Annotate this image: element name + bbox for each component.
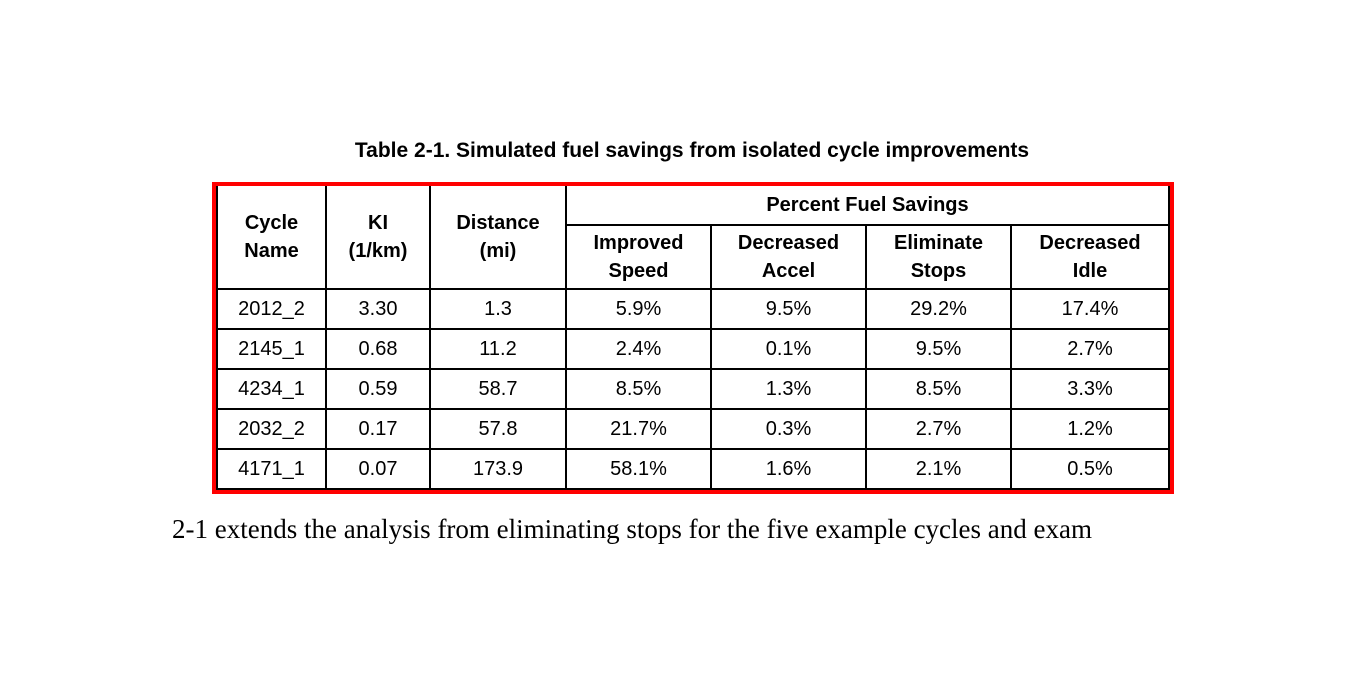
- header-line-2: (mi): [479, 240, 517, 262]
- table-cell: 1.2%: [1010, 408, 1170, 450]
- table-cell: 2.7%: [865, 408, 1012, 450]
- table-cell: 2.7%: [1010, 328, 1170, 370]
- header-line-2: Name: [244, 240, 299, 262]
- table-cell: 57.8: [429, 408, 567, 450]
- table-cell: 58.7: [429, 368, 567, 410]
- header-cell-cycle-name: Cycle Name: [216, 186, 327, 290]
- subheader-cell-eliminate-stops: Eliminate Stops: [865, 224, 1012, 290]
- header-line-1: KI: [368, 212, 388, 234]
- table-cell: 0.59: [325, 368, 431, 410]
- table-cell: 21.7%: [565, 408, 712, 450]
- header-line-1: Distance: [456, 212, 540, 234]
- table-cell: 17.4%: [1010, 288, 1170, 330]
- header-row-group: Cycle Name KI (1/km) Distance (mi) Perce…: [216, 186, 1170, 290]
- header-line-2: Accel: [761, 260, 816, 282]
- table-cell: 4171_1: [216, 448, 327, 490]
- table-cell: 3.30: [325, 288, 431, 330]
- data-table: Cycle Name KI (1/km) Distance (mi) Perce…: [216, 186, 1170, 490]
- table-cell: 2032_2: [216, 408, 327, 450]
- table-cell: 11.2: [429, 328, 567, 370]
- table-cell: 4234_1: [216, 368, 327, 410]
- table-cell: 8.5%: [565, 368, 712, 410]
- table-cell: 58.1%: [565, 448, 712, 490]
- header-row-sub: Improved Speed Decreased Accel Eliminate…: [217, 224, 1170, 290]
- table-row: 4234_1 0.59 58.7 8.5% 1.3% 8.5% 3.3%: [216, 368, 1170, 410]
- table-cell: 0.1%: [710, 328, 867, 370]
- header-line-2: Speed: [608, 260, 669, 282]
- table-cell: 1.3: [429, 288, 567, 330]
- table-cell: 0.17: [325, 408, 431, 450]
- header-line-1: Improved: [593, 232, 684, 254]
- table-cell: 9.5%: [865, 328, 1012, 370]
- table-cell: 9.5%: [710, 288, 867, 330]
- header-cell-distance: Distance (mi): [429, 186, 567, 290]
- header-line-1: Decreased: [737, 232, 840, 254]
- header-line-2: Idle: [1072, 260, 1108, 282]
- table-cell: 3.3%: [1010, 368, 1170, 410]
- table-cell: 2145_1: [216, 328, 327, 370]
- table-cell: 2.1%: [865, 448, 1012, 490]
- header-line-1: Cycle: [244, 212, 299, 234]
- table-cell: 2.4%: [565, 328, 712, 370]
- table-cell: 0.5%: [1010, 448, 1170, 490]
- table-caption: Table 2-1. Simulated fuel savings from i…: [354, 139, 1030, 162]
- table-row: 2032_2 0.17 57.8 21.7% 0.3% 2.7% 1.2%: [216, 408, 1170, 450]
- table-cell: 0.68: [325, 328, 431, 370]
- table-cell: 2012_2: [216, 288, 327, 330]
- table-cell: 8.5%: [865, 368, 1012, 410]
- subheader-cell-decreased-accel: Decreased Accel: [710, 224, 867, 290]
- table-cell: 1.6%: [710, 448, 867, 490]
- header-line-1: Eliminate: [894, 232, 983, 254]
- table-cell: 5.9%: [565, 288, 712, 330]
- header-line-1: Decreased: [1039, 232, 1141, 254]
- table-row: 2145_1 0.68 11.2 2.4% 0.1% 9.5% 2.7%: [216, 328, 1170, 370]
- table-cell: 0.3%: [710, 408, 867, 450]
- table-cell: 1.3%: [710, 368, 867, 410]
- table-cell: 0.07: [325, 448, 431, 490]
- header-line-2: Stops: [910, 260, 967, 282]
- table-row: 2012_2 3.30 1.3 5.9% 9.5% 29.2% 17.4%: [216, 288, 1170, 330]
- subheader-cell-improved-speed: Improved Speed: [565, 224, 712, 290]
- table-cell: 29.2%: [865, 288, 1012, 330]
- table-cell: 173.9: [429, 448, 567, 490]
- group-header-percent-fuel-savings: Percent Fuel Savings: [565, 186, 1170, 226]
- subheader-cell-decreased-idle: Decreased Idle: [1010, 224, 1170, 290]
- body-text: 2-1 extends the analysis from eliminatin…: [172, 514, 1092, 544]
- header-cell-ki: KI (1/km): [325, 186, 431, 290]
- header-line-2: (1/km): [348, 240, 408, 262]
- table-row: 4171_1 0.07 173.9 58.1% 1.6% 2.1% 0.5%: [216, 448, 1170, 490]
- table-frame: Cycle Name KI (1/km) Distance (mi) Perce…: [212, 182, 1174, 494]
